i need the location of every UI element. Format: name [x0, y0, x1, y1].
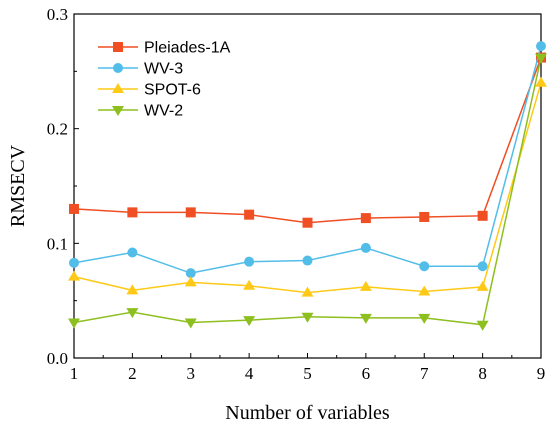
x-tick-label: 2 [128, 364, 137, 383]
x-tick-label: 6 [362, 364, 371, 383]
data-point [418, 313, 431, 324]
data-point [535, 53, 547, 64]
data-point [360, 242, 371, 253]
y-tick-label: 0.3 [47, 5, 68, 24]
legend: Pleiades-1A WV-3 SPOT-6 WV-2 [98, 40, 231, 120]
series-wv-2 [68, 53, 547, 331]
data-point [476, 320, 489, 331]
data-point [359, 280, 372, 291]
x-axis-title: Number of variables [225, 402, 390, 424]
data-point [184, 318, 197, 329]
data-point [185, 268, 196, 279]
legend-label: SPOT-6 [144, 82, 201, 99]
data-point [477, 210, 488, 221]
x-tick-label: 3 [187, 364, 196, 383]
x-tick-label: 1 [70, 364, 79, 383]
y-tick-label: 0.0 [47, 349, 68, 368]
data-point [126, 308, 139, 319]
data-point [418, 285, 431, 296]
series-line [73, 45, 542, 274]
data-point [302, 217, 313, 228]
data-point [359, 313, 372, 324]
data-point [243, 279, 256, 290]
y-tick-label: 0.2 [47, 120, 68, 139]
x-tick-label: 7 [420, 364, 429, 383]
axes: 1 2 3 4 5 6 7 8 9 0.0 0.1 0.2 0.3 [47, 5, 546, 383]
data-point [184, 276, 197, 287]
data-point [419, 261, 430, 272]
data-point [68, 318, 80, 329]
data-point [476, 280, 489, 291]
data-point [244, 209, 255, 220]
data-point [477, 261, 488, 272]
data-point [536, 41, 546, 52]
data-point [301, 286, 314, 297]
data-point [68, 270, 80, 281]
legend-label: WV-3 [144, 61, 183, 78]
data-point [127, 247, 138, 258]
legend-marker [112, 106, 124, 116]
data-point [301, 312, 314, 323]
y-tick-label: 0.1 [47, 234, 68, 253]
x-tick-label: 5 [303, 364, 312, 383]
x-tick-label: 9 [537, 364, 546, 383]
legend-label: Pleiades-1A [144, 40, 231, 57]
data-point [126, 284, 139, 295]
legend-marker [112, 83, 124, 93]
x-tick-label: 4 [245, 364, 254, 383]
series-wv-3 [69, 41, 546, 279]
data-point [244, 256, 255, 267]
data-point [243, 316, 256, 327]
series-spot-6 [68, 76, 547, 297]
y-axis-title: RMSECV [7, 144, 29, 227]
legend-label: WV-2 [144, 103, 183, 120]
data-point [127, 207, 138, 218]
data-point [535, 76, 547, 87]
legend-marker [113, 63, 123, 73]
data-point [185, 207, 196, 218]
legend-marker [113, 42, 123, 52]
data-point [302, 255, 313, 266]
series-pleiades-1a [69, 52, 546, 228]
data-point [69, 203, 79, 214]
x-tick-label: 8 [478, 364, 487, 383]
data-point [419, 211, 430, 222]
series-layer [68, 41, 547, 331]
data-point [360, 213, 371, 224]
data-point [69, 257, 79, 268]
